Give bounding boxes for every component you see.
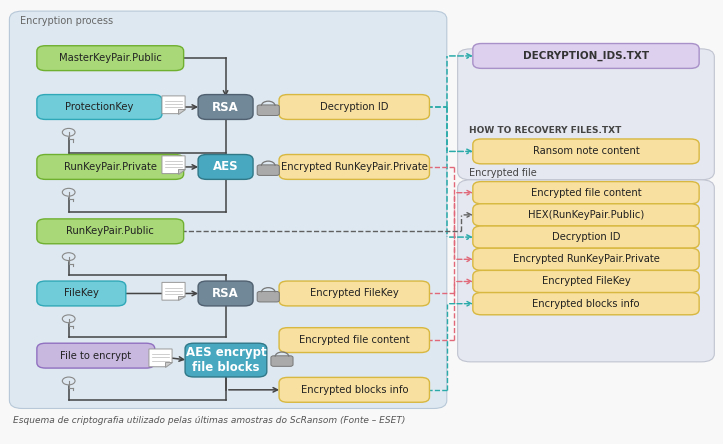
- Polygon shape: [178, 169, 185, 174]
- Text: Ransom note content: Ransom note content: [533, 147, 639, 156]
- FancyBboxPatch shape: [279, 377, 429, 402]
- FancyBboxPatch shape: [473, 226, 699, 248]
- FancyBboxPatch shape: [473, 293, 699, 315]
- FancyBboxPatch shape: [37, 95, 162, 119]
- Text: Encryption process: Encryption process: [20, 16, 114, 26]
- FancyBboxPatch shape: [257, 105, 279, 115]
- Text: File to encrypt: File to encrypt: [60, 351, 132, 361]
- FancyBboxPatch shape: [37, 46, 184, 71]
- FancyBboxPatch shape: [279, 155, 429, 179]
- Polygon shape: [178, 109, 185, 114]
- FancyBboxPatch shape: [37, 155, 184, 179]
- Text: Encrypted RunKeyPair.Private: Encrypted RunKeyPair.Private: [513, 254, 659, 264]
- FancyBboxPatch shape: [198, 95, 253, 119]
- Text: Encrypted blocks info: Encrypted blocks info: [532, 299, 640, 309]
- Text: Esquema de criptografia utilizado pelas últimas amostras do ScRansom (Fonte – ES: Esquema de criptografia utilizado pelas …: [13, 416, 406, 425]
- FancyBboxPatch shape: [257, 165, 279, 175]
- Text: Encrypted FileKey: Encrypted FileKey: [542, 277, 630, 286]
- Polygon shape: [149, 349, 172, 367]
- Text: Encrypted file content: Encrypted file content: [299, 335, 410, 345]
- Text: AES encrypt
file blocks: AES encrypt file blocks: [186, 346, 266, 374]
- FancyBboxPatch shape: [473, 182, 699, 204]
- FancyBboxPatch shape: [9, 11, 447, 408]
- Text: RunKeyPair.Private: RunKeyPair.Private: [64, 162, 157, 172]
- Text: Decryption ID: Decryption ID: [320, 102, 388, 112]
- Text: RunKeyPair.Public: RunKeyPair.Public: [67, 226, 154, 236]
- Text: Encrypted file: Encrypted file: [469, 168, 536, 178]
- FancyBboxPatch shape: [473, 44, 699, 68]
- FancyBboxPatch shape: [458, 49, 714, 180]
- Text: FileKey: FileKey: [64, 289, 99, 298]
- FancyBboxPatch shape: [37, 219, 184, 244]
- Text: RSA: RSA: [213, 287, 239, 300]
- Text: HEX(RunKeyPair.Public): HEX(RunKeyPair.Public): [528, 210, 644, 220]
- Text: DECRYPTION_IDS.TXT: DECRYPTION_IDS.TXT: [523, 51, 649, 61]
- FancyBboxPatch shape: [279, 328, 429, 353]
- FancyBboxPatch shape: [279, 95, 429, 119]
- FancyBboxPatch shape: [257, 291, 279, 302]
- Text: RSA: RSA: [213, 100, 239, 114]
- Polygon shape: [165, 362, 172, 367]
- Text: MasterKeyPair.Public: MasterKeyPair.Public: [59, 53, 162, 63]
- Polygon shape: [162, 156, 185, 174]
- Polygon shape: [178, 296, 185, 300]
- Text: Encrypted file content: Encrypted file content: [531, 188, 641, 198]
- FancyBboxPatch shape: [271, 356, 293, 366]
- Text: ProtectionKey: ProtectionKey: [65, 102, 134, 112]
- Text: HOW TO RECOVERY FILES.TXT: HOW TO RECOVERY FILES.TXT: [469, 127, 621, 135]
- FancyBboxPatch shape: [37, 343, 155, 368]
- FancyBboxPatch shape: [198, 155, 253, 179]
- Polygon shape: [162, 282, 185, 300]
- FancyBboxPatch shape: [473, 270, 699, 293]
- Text: Encrypted blocks info: Encrypted blocks info: [301, 385, 408, 395]
- Polygon shape: [162, 96, 185, 114]
- FancyBboxPatch shape: [37, 281, 126, 306]
- Text: Encrypted FileKey: Encrypted FileKey: [310, 289, 398, 298]
- Text: Decryption ID: Decryption ID: [552, 232, 620, 242]
- FancyBboxPatch shape: [458, 180, 714, 362]
- FancyBboxPatch shape: [473, 139, 699, 164]
- FancyBboxPatch shape: [279, 281, 429, 306]
- Text: Encrypted RunKeyPair.Private: Encrypted RunKeyPair.Private: [281, 162, 428, 172]
- Text: AES: AES: [213, 160, 239, 174]
- FancyBboxPatch shape: [185, 343, 267, 377]
- FancyBboxPatch shape: [473, 248, 699, 270]
- FancyBboxPatch shape: [198, 281, 253, 306]
- FancyBboxPatch shape: [473, 204, 699, 226]
